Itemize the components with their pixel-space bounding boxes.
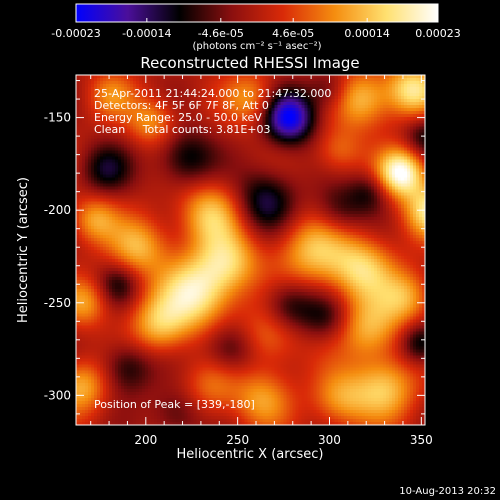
y-tick-label: -200 [44,203,71,217]
heatmap-image [76,75,425,425]
y-tick-label: -250 [44,296,71,310]
plot-frame [75,74,426,426]
info-clean-counts: Clean Total counts: 3.81E+03 [94,123,271,136]
chart-title: Reconstructed RHESSI Image [140,54,359,72]
info-time-range: 25-Apr-2011 21:44:24.000 to 21:47:32.000 [94,87,331,100]
y-tick-label: -150 [44,111,71,125]
info-energy-range: Energy Range: 25.0 - 50.0 keV [94,111,262,124]
info-overlay: 25-Apr-2011 21:44:24.000 to 21:47:32.000… [94,87,331,411]
x-tick-label: 200 [134,433,157,447]
colorbar-tick-label: -0.00023 [51,27,100,40]
x-axis-title: Heliocentric X (arcsec) [177,447,324,462]
colorbar-tick-label: 0.00023 [415,27,461,40]
x-tick-label: 350 [410,433,433,447]
x-tick-label: 250 [226,433,249,447]
colorbar: -0.00023 -0.00014 -4.6e-05 4.6e-05 0.00014 0.… [51,3,461,52]
colorbar-tick-label: -4.6e-05 [198,27,244,40]
plot-area: 200 250 300 350 -150 -200 -250 -300 [44,74,433,447]
y-tick-label: -300 [44,388,71,402]
colorbar-tick-label: -0.00014 [122,27,171,40]
info-detectors: Detectors: 4F 5F 6F 7F 8F, Att 0 [94,99,269,112]
colorbar-ticks: -0.00023 -0.00014 -4.6e-05 4.6e-05 0.00014 0.… [51,18,461,40]
x-tick-label: 300 [318,433,341,447]
footer-timestamp: 10-Aug-2013 20:32 [399,486,496,497]
y-axis-title: Heliocentric Y (arcsec) [16,177,31,323]
colorbar-tick-label: 0.00014 [344,27,390,40]
colorbar-unit-label: (photons cm⁻² s⁻¹ asec⁻²) [192,41,321,52]
x-axis: 200 250 300 350 [90,75,433,447]
colorbar-tick-label: 4.6e-05 [272,27,314,40]
colorbar-strip [75,3,439,23]
peak-position-label: Position of Peak = [339,-180] [94,398,255,411]
y-axis: -150 -200 -250 -300 [44,80,425,415]
